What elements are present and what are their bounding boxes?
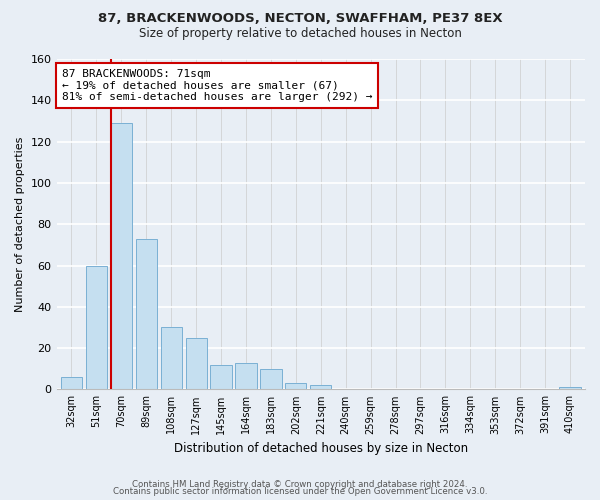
Text: Size of property relative to detached houses in Necton: Size of property relative to detached ho… (139, 28, 461, 40)
Text: 87, BRACKENWOODS, NECTON, SWAFFHAM, PE37 8EX: 87, BRACKENWOODS, NECTON, SWAFFHAM, PE37… (98, 12, 502, 26)
Text: Contains public sector information licensed under the Open Government Licence v3: Contains public sector information licen… (113, 487, 487, 496)
Bar (235, 362, 257, 390)
Bar (285, 383, 307, 390)
Bar (260, 369, 281, 390)
Bar (86, 266, 107, 390)
Text: Contains HM Land Registry data © Crown copyright and database right 2024.: Contains HM Land Registry data © Crown c… (132, 480, 468, 489)
Bar (136, 238, 157, 390)
Bar (559, 388, 581, 390)
Bar (161, 328, 182, 390)
Bar (211, 364, 232, 390)
Y-axis label: Number of detached properties: Number of detached properties (15, 136, 25, 312)
Bar (61, 377, 82, 390)
Bar (310, 386, 331, 390)
Bar (185, 338, 207, 390)
X-axis label: Distribution of detached houses by size in Necton: Distribution of detached houses by size … (174, 442, 468, 455)
Bar (111, 123, 132, 390)
Text: 87 BRACKENWOODS: 71sqm
← 19% of detached houses are smaller (67)
81% of semi-det: 87 BRACKENWOODS: 71sqm ← 19% of detached… (62, 69, 373, 102)
